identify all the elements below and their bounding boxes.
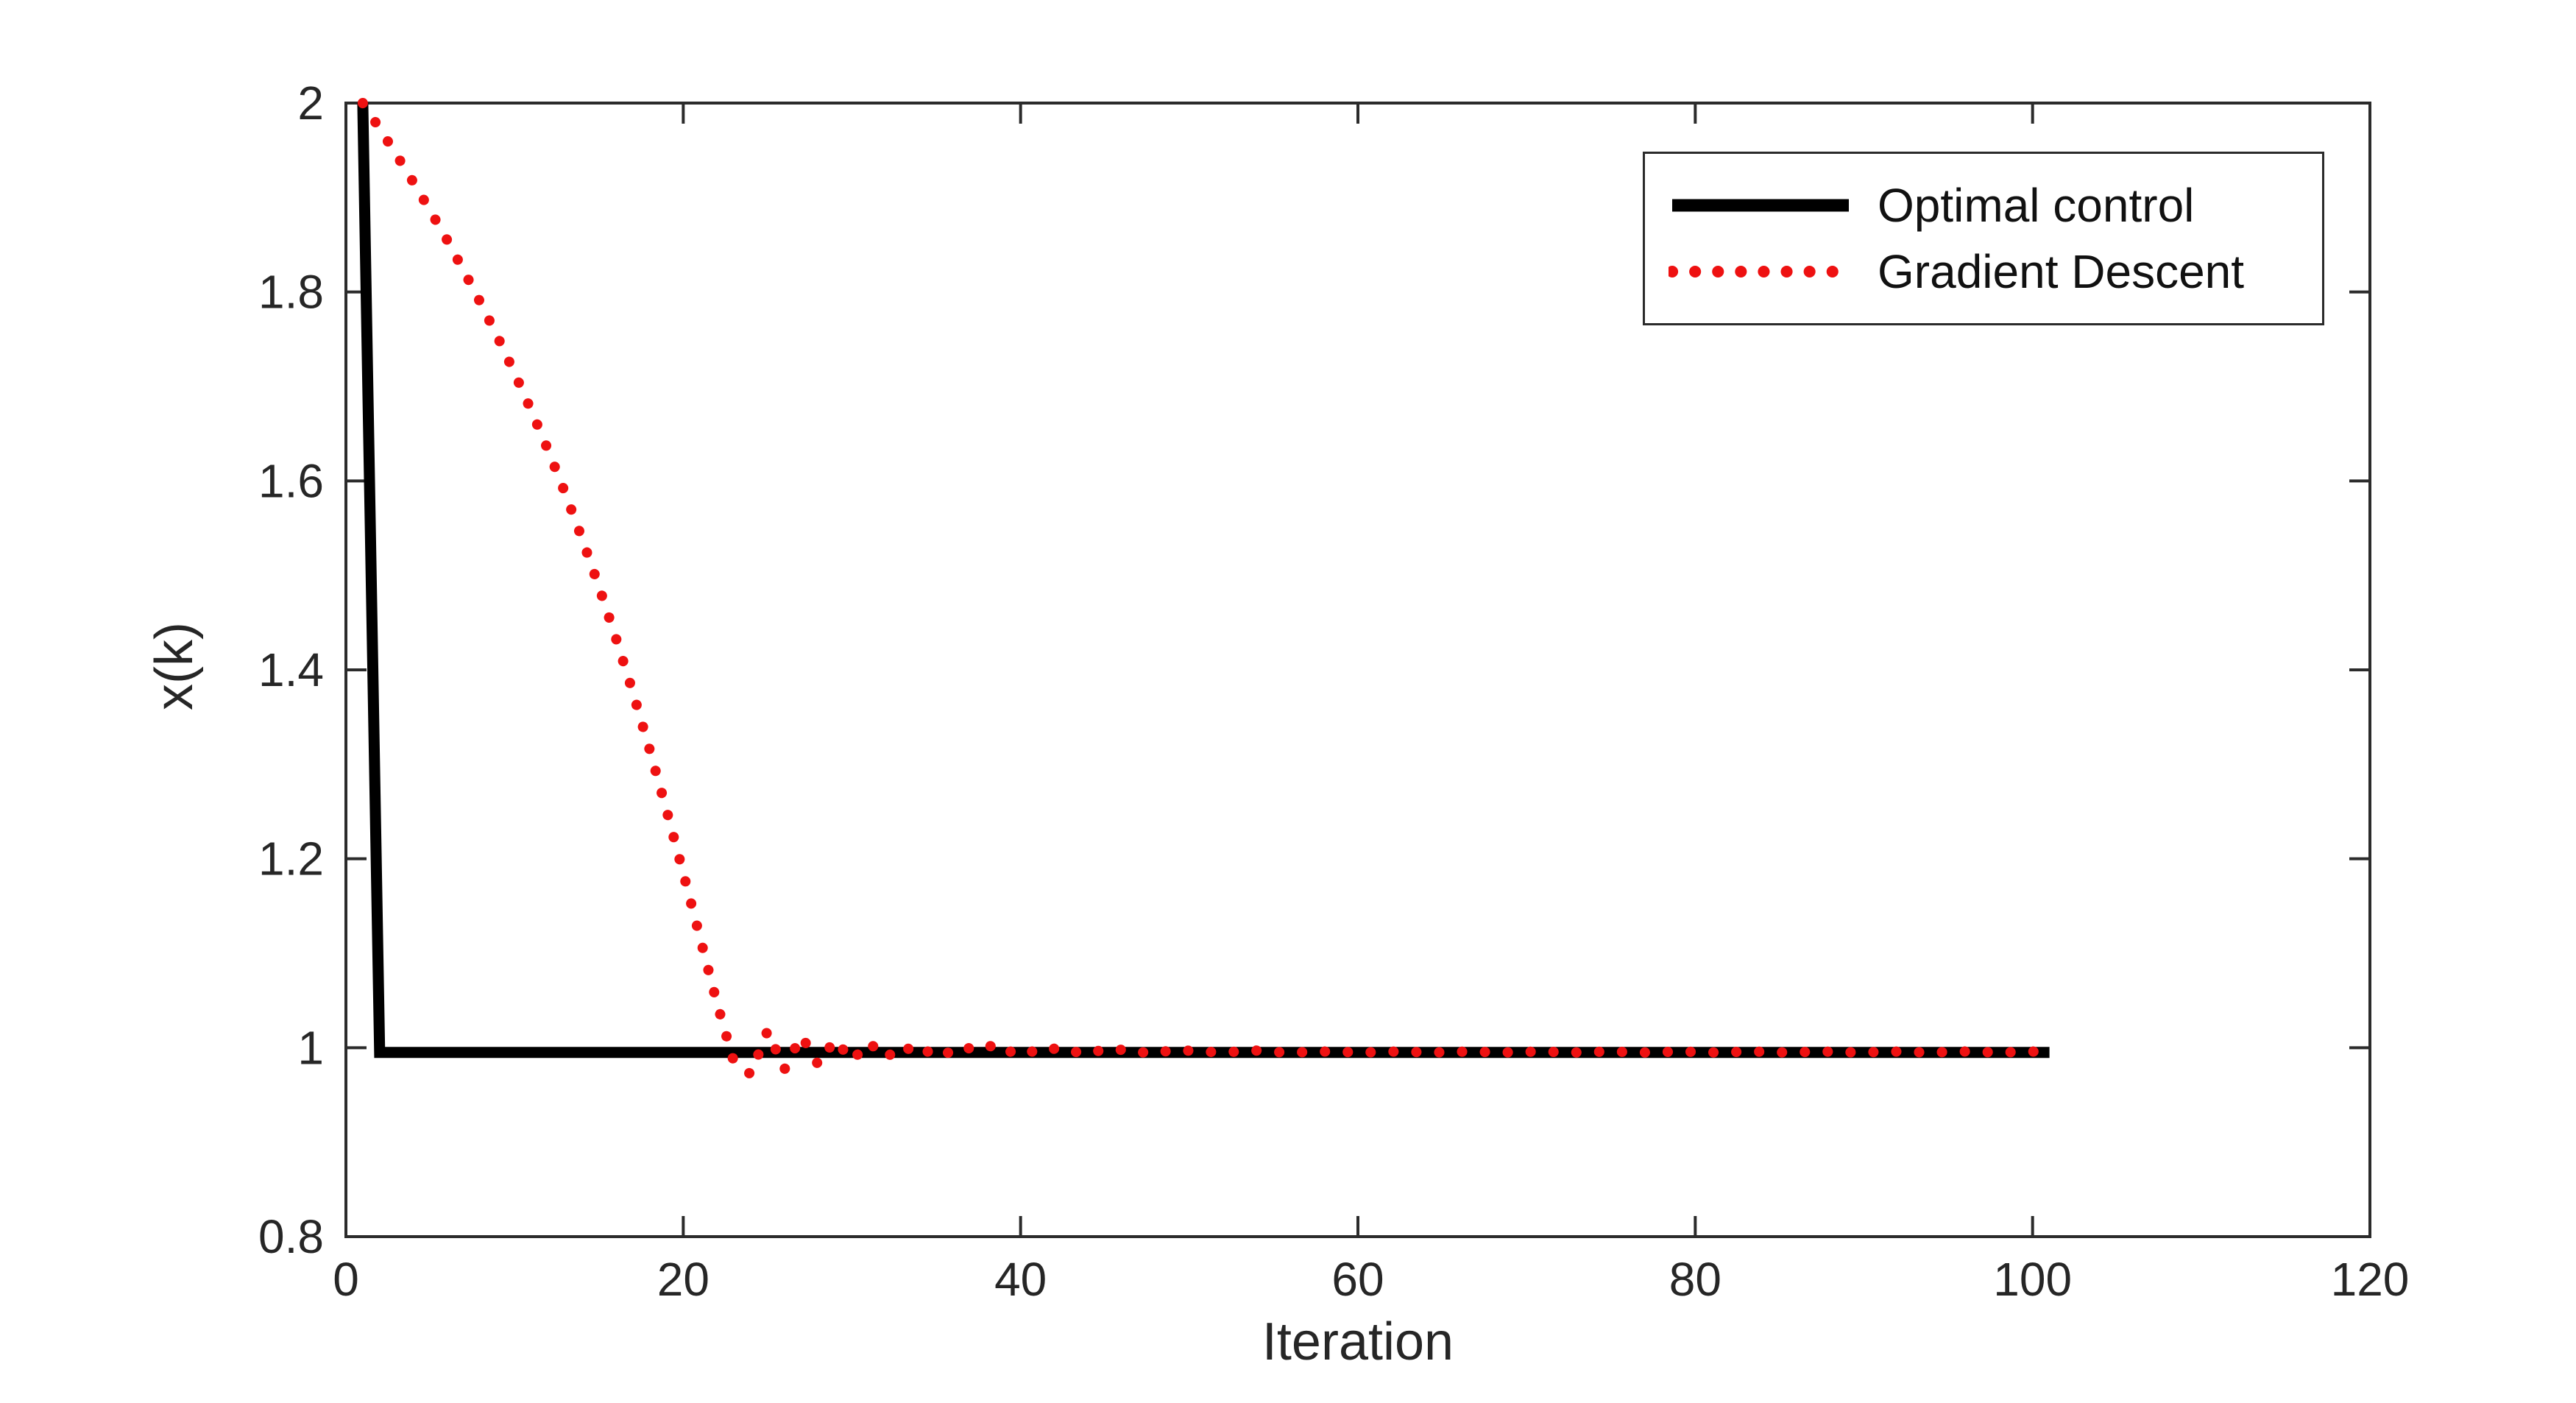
x-tick-label: 60 (1331, 1253, 1384, 1306)
legend: Optimal control Gradient Descent (1643, 152, 2324, 325)
y-tick-label: 1.8 (258, 266, 324, 319)
x-tick-label: 0 (333, 1253, 359, 1306)
y-tick-label: 1.4 (258, 643, 324, 696)
legend-item-gradient-descent: Gradient Descent (1669, 244, 2322, 299)
x-tick-label: 100 (1993, 1253, 2072, 1306)
legend-item-optimal-control: Optimal control (1669, 178, 2322, 233)
series-gradient-descent (357, 98, 2055, 1083)
legend-label-optimal-control: Optimal control (1878, 179, 2195, 232)
y-tick-label: 1.2 (258, 833, 324, 886)
y-axis-label: x(k) (145, 622, 204, 710)
series-optimal-control (357, 102, 2050, 1059)
y-tick-label: 0.8 (258, 1210, 324, 1263)
x-tick-label: 20 (657, 1253, 710, 1306)
y-tick-label: 1.6 (258, 454, 324, 507)
x-tick-label: 40 (994, 1253, 1047, 1306)
legend-line-sample-dotted (1669, 266, 1853, 278)
legend-line-sample-solid (1672, 199, 1849, 212)
legend-label-gradient-descent: Gradient Descent (1878, 245, 2245, 298)
y-tick-label: 2 (297, 77, 324, 130)
x-tick-label: 80 (1669, 1253, 1722, 1306)
y-tick-label: 1 (297, 1021, 324, 1074)
x-axis-label: Iteration (1262, 1312, 1454, 1371)
x-tick-label: 120 (2331, 1253, 2410, 1306)
